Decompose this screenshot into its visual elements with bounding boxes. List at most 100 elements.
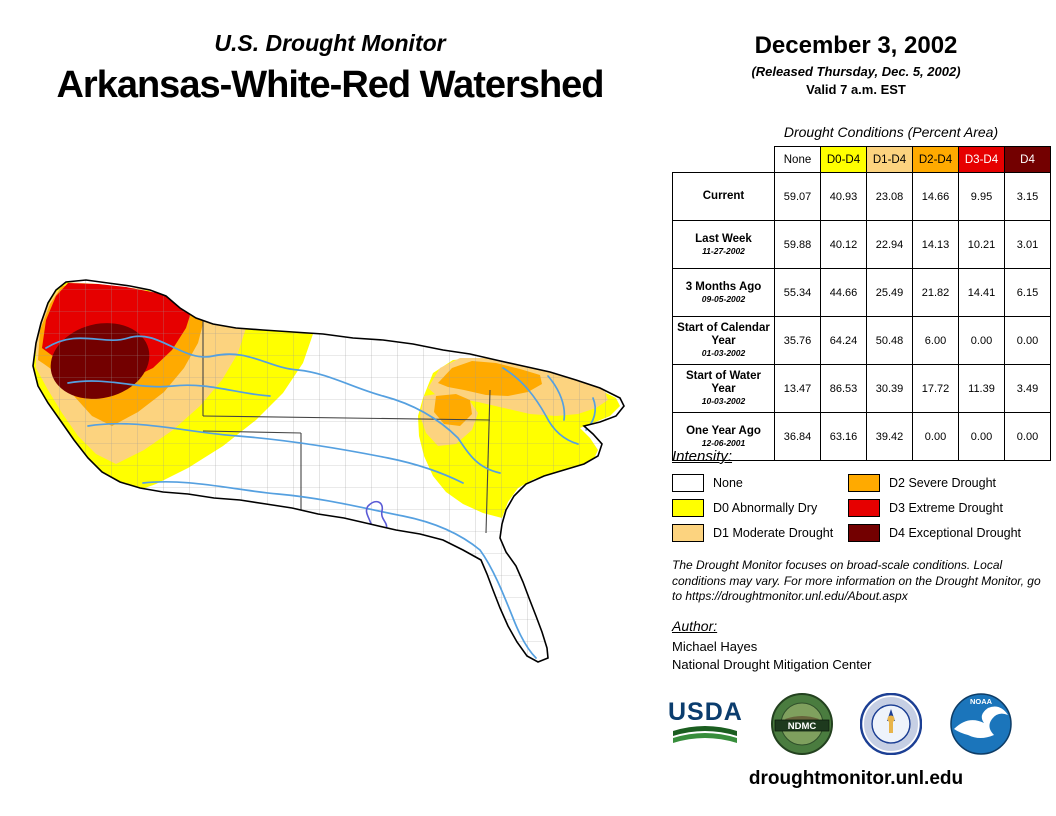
column-header-none: None — [774, 146, 821, 173]
disclaimer-text: The Drought Monitor focuses on broad-sca… — [672, 558, 1041, 604]
noaa-logo: NOAA — [950, 693, 1012, 755]
date-block: December 3, 2002 (Released Thursday, Dec… — [680, 32, 1032, 97]
usda-logo: USDA — [668, 697, 743, 748]
value-cell: 63.16 — [820, 412, 867, 461]
logo-row: USDA NDMC — [668, 690, 1012, 758]
row-label: Current — [672, 172, 775, 221]
row-date: 01-03-2002 — [701, 348, 746, 359]
value-cell: 14.13 — [912, 220, 959, 269]
table-caption: Drought Conditions (Percent Area) — [783, 124, 999, 140]
table-row: One Year Ago 12-06-2001 36.84 63.16 39.42 0.0… — [672, 412, 1051, 461]
map-date: December 3, 2002 — [754, 32, 958, 59]
row-date: 09-05-2002 — [701, 293, 746, 304]
watershed-map — [32, 279, 625, 663]
column-header-d1-d4: D1-D4 — [866, 146, 913, 173]
author-name: Michael Hayes — [672, 639, 758, 654]
region-title: Arkansas-White-Red Watershed — [56, 64, 604, 106]
cimarron-river — [67, 380, 271, 397]
value-cell: 35.76 — [774, 316, 821, 365]
legend-title: Intensity: — [672, 448, 733, 465]
table-corner-cell — [672, 146, 775, 173]
value-cell: 39.42 — [866, 412, 913, 461]
row-label: Start of Water Year 10-03-2002 — [672, 364, 775, 413]
usda-swoosh — [673, 726, 738, 744]
value-cell: 0.00 — [958, 316, 1005, 365]
column-header-d2-d4: D2-D4 — [912, 146, 959, 173]
legend-item: D2 Severe Drought — [848, 473, 1040, 492]
canadian-river — [87, 422, 464, 484]
value-cell: 40.93 — [820, 172, 867, 221]
row-label: Start of Calendar Year 01-03-2002 — [672, 316, 775, 365]
watershed-outline — [32, 279, 625, 663]
row-date: 10-03-2002 — [701, 396, 746, 407]
legend-label: D1 Moderate Drought — [713, 525, 834, 540]
commerce-flame-icon — [887, 715, 895, 723]
value-cell: 3.01 — [1004, 220, 1051, 269]
table-row: Start of Calendar Year 01-03-2002 35.76 64.… — [672, 316, 1051, 365]
value-cell: 44.66 — [820, 268, 867, 317]
value-cell: 55.34 — [774, 268, 821, 317]
commerce-seal-logo — [860, 693, 923, 755]
release-date: (Released Thursday, Dec. 5, 2002) — [751, 64, 961, 79]
value-cell: 0.00 — [1004, 316, 1051, 365]
column-header-d3-d4: D3-D4 — [958, 146, 1005, 173]
table-row: Current 59.07 40.93 23.08 14.66 9.95 3.15 — [672, 172, 1051, 221]
row-date: 11-27-2002 — [702, 245, 745, 256]
legend-label: D2 Severe Drought — [889, 475, 997, 490]
program-title: U.S. Drought Monitor — [214, 30, 446, 56]
table-row: Start of Water Year 10-03-2002 13.47 86.53 3… — [672, 364, 1051, 413]
table-row: 3 Months Ago 09-05-2002 55.34 44.66 25.49 21.… — [672, 268, 1051, 317]
white-river — [502, 367, 579, 445]
value-cell: 9.95 — [958, 172, 1005, 221]
ndmc-banner — [774, 719, 829, 732]
table-row: Last Week 11-27-2002 59.88 40.12 22.94 14.13 1… — [672, 220, 1051, 269]
legend-items: None D0 Abnormally Dry D1 Moderate Drought… — [672, 470, 1040, 545]
value-cell: 3.49 — [1004, 364, 1051, 413]
usda-wordmark: USDA — [668, 697, 743, 726]
value-cell: 13.47 — [774, 364, 821, 413]
row-date: 12-06-2001 — [701, 437, 746, 448]
value-cell: 6.15 — [1004, 268, 1051, 317]
legend-swatch — [848, 498, 880, 517]
value-cell: 64.24 — [820, 316, 867, 365]
noaa-seagull-icon — [954, 706, 1008, 738]
column-header-d0-d4: D0-D4 — [820, 146, 867, 173]
legend-swatch — [672, 498, 704, 517]
value-cell: 30.39 — [866, 364, 913, 413]
legend-item: None — [672, 473, 848, 492]
commerce-torch-icon — [889, 721, 894, 733]
value-cell: 50.48 — [866, 316, 913, 365]
ndmc-logo: NDMC — [770, 693, 833, 755]
legend-swatch — [848, 473, 880, 492]
legend-label: D0 Abnormally Dry — [713, 500, 818, 515]
value-cell: 23.08 — [866, 172, 913, 221]
legend-label: D3 Extreme Drought — [889, 500, 1003, 515]
value-cell: 59.07 — [774, 172, 821, 221]
footer-url: droughtmonitor.unl.edu — [748, 768, 964, 789]
river-lines — [45, 335, 596, 659]
red-river — [142, 480, 537, 659]
valid-time: Valid 7 a.m. EST — [806, 82, 906, 97]
row-label: Last Week 11-27-2002 — [672, 220, 775, 269]
value-cell: 17.72 — [912, 364, 959, 413]
white-river-branch — [547, 375, 566, 421]
county-grid — [33, 280, 624, 662]
value-cell: 0.00 — [912, 412, 959, 461]
value-cell: 0.00 — [1004, 412, 1051, 461]
value-cell: 10.21 — [958, 220, 1005, 269]
value-cell: 6.00 — [912, 316, 959, 365]
column-header-d4: D4 — [1004, 146, 1051, 173]
legend-label: D4 Exceptional Drought — [889, 525, 1022, 540]
value-cell: 14.41 — [958, 268, 1005, 317]
value-cell: 22.94 — [866, 220, 913, 269]
value-cell: 3.15 — [1004, 172, 1051, 221]
legend-label: None — [713, 475, 743, 490]
legend-swatch — [672, 523, 704, 542]
arkansas-river — [45, 335, 501, 474]
value-cell: 11.39 — [958, 364, 1005, 413]
author-org: National Drought Mitigation Center — [672, 657, 872, 672]
row-label: One Year Ago 12-06-2001 — [672, 412, 775, 461]
value-cell: 21.82 — [912, 268, 959, 317]
legend-item: D3 Extreme Drought — [848, 498, 1040, 517]
